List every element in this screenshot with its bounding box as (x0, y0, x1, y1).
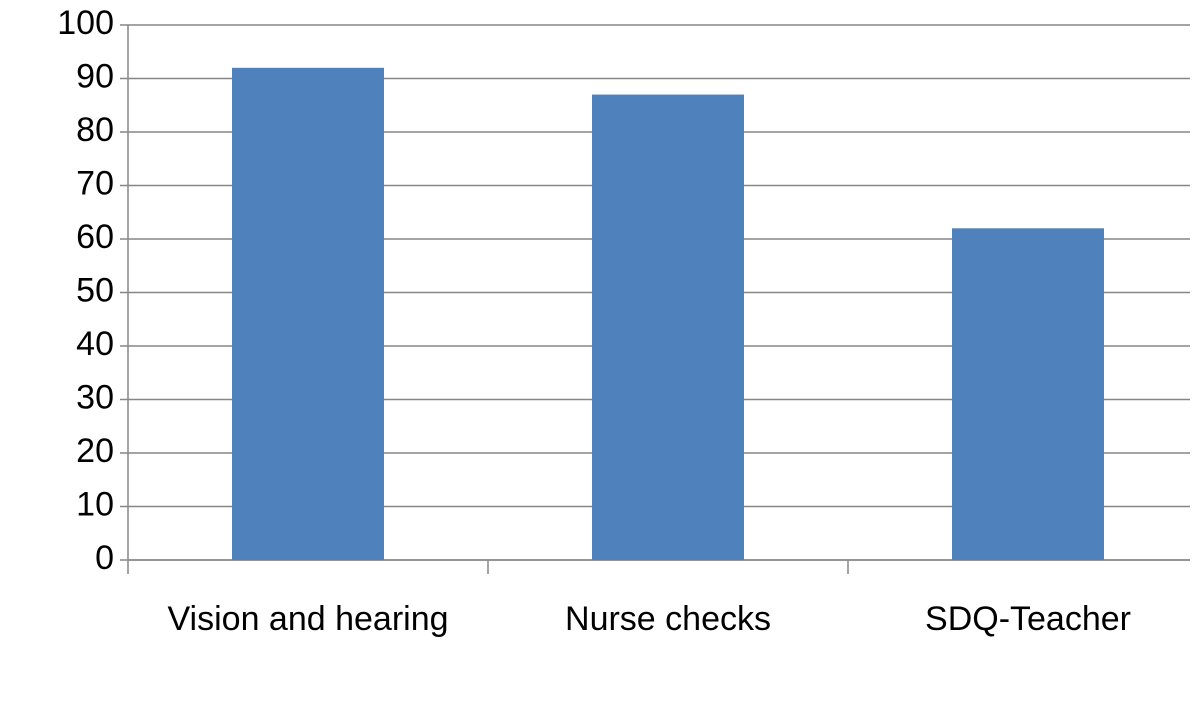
y-tick-label: 60 (76, 218, 114, 256)
bar (592, 94, 744, 561)
x-tick-label: Vision and hearing (167, 600, 449, 638)
bar (952, 228, 1104, 561)
y-tick-label: 10 (76, 485, 114, 523)
y-tick-label: 0 (95, 539, 114, 577)
y-tick-label: 50 (76, 271, 114, 309)
x-tick-label: Nurse checks (565, 600, 771, 638)
y-tick-label: 20 (76, 432, 114, 470)
bar (232, 67, 384, 561)
y-tick-label: 80 (76, 111, 114, 149)
y-tick-label: 90 (76, 57, 114, 95)
x-tick-label: SDQ-Teacher (925, 600, 1131, 638)
y-tick-label: 70 (76, 164, 114, 202)
y-tick-label: 30 (76, 378, 114, 416)
y-tick-label: 100 (57, 4, 114, 42)
y-tick-label: 40 (76, 325, 114, 363)
